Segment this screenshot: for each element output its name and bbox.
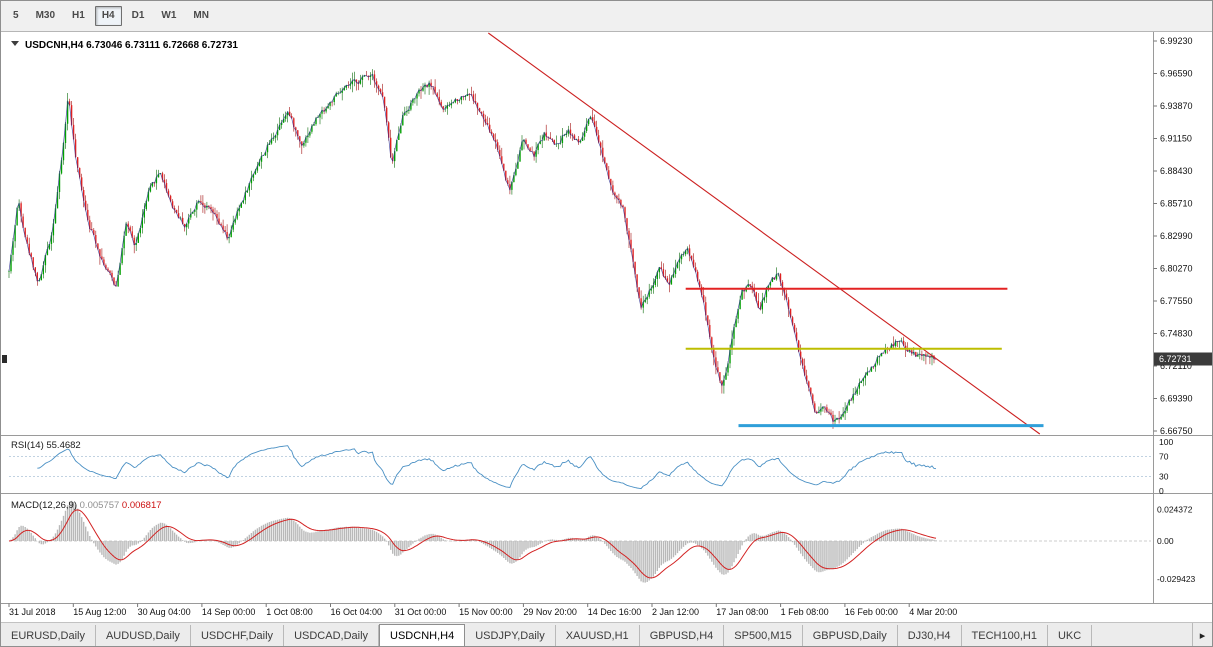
chart-tab-usdchf-daily[interactable]: USDCHF,Daily — [191, 625, 285, 646]
price-axis-label: 6.88430 — [1160, 166, 1193, 176]
rsi-panel: RSI(14) 55.4682 100 70 30 0 — [9, 437, 1173, 496]
time-axis-label: 16 Oct 04:00 — [331, 607, 383, 617]
price-axis-label: 6.99230 — [1160, 36, 1193, 46]
chart-tab-dj30-h4[interactable]: DJ30,H4 — [898, 625, 962, 646]
rsi-axis-label: 30 — [1159, 471, 1169, 481]
current-price-badge: 6.72731 — [1154, 352, 1212, 366]
time-axis-label: 1 Oct 08:00 — [266, 607, 313, 617]
price-axis-label: 6.77550 — [1160, 296, 1193, 306]
chart-tab-ukc[interactable]: UKC — [1048, 625, 1093, 646]
time-axis-label: 14 Sep 00:00 — [202, 607, 256, 617]
rsi-line — [37, 445, 937, 490]
macd-axis-label: 0.00 — [1157, 536, 1174, 546]
price-axis-label: 6.66750 — [1160, 426, 1193, 436]
chart-tab-bar: EURUSD,Daily AUDUSD,Daily USDCHF,Daily USDC… — [1, 622, 1212, 646]
time-axis-label: 15 Aug 12:00 — [73, 607, 126, 617]
current-price-left-marker — [2, 355, 7, 363]
chart-tab-usdjpy-daily[interactable]: USDJPY,Daily — [465, 625, 556, 646]
time-axis-label: 14 Dec 16:00 — [588, 607, 642, 617]
time-axis-label: 16 Feb 00:00 — [845, 607, 898, 617]
price-axis-label: 6.69390 — [1160, 394, 1193, 404]
chart-tab-audusd-daily[interactable]: AUDUSD,Daily — [96, 625, 191, 646]
price-axis-label: 6.91150 — [1160, 134, 1192, 144]
price-axis-label: 6.85710 — [1160, 199, 1193, 209]
macd-histogram — [10, 500, 937, 583]
time-axis[interactable]: 31 Jul 2018 15 Aug 12:00 30 Aug 04:00 14 Se… — [8, 603, 957, 618]
symbol-dropdown-icon[interactable] — [11, 41, 19, 46]
tab-scroll-right-button[interactable]: ▸ — [1192, 623, 1212, 646]
macd-axis-label: -0.029423 — [1157, 574, 1196, 584]
rsi-axis-label: 0 — [1159, 486, 1164, 496]
descending-trendline[interactable] — [487, 32, 1041, 435]
chart-tab-eurusd-daily[interactable]: EURUSD,Daily — [1, 625, 96, 646]
symbol-ohlc-label: USDCNH,H4 6.73046 6.73111 6.72668 6.7273… — [25, 40, 238, 51]
time-axis-label: 1 Feb 08:00 — [781, 607, 829, 617]
chart-tab-gbpusd-h4[interactable]: GBPUSD,H4 — [640, 625, 725, 646]
chart-tab-gbpusd-daily[interactable]: GBPUSD,Daily — [803, 625, 898, 646]
timeframe-button-mn[interactable]: MN — [193, 10, 209, 21]
chart-tabs: EURUSD,Daily AUDUSD,Daily USDCHF,Daily USDC… — [1, 623, 1192, 646]
macd-signal-line — [8, 509, 937, 579]
time-axis-label: 17 Jan 08:00 — [716, 607, 768, 617]
close-price-line — [8, 73, 937, 423]
rsi-axis-label: 70 — [1159, 452, 1169, 462]
time-axis-label: 31 Oct 00:00 — [395, 607, 447, 617]
price-axis-label: 6.93870 — [1160, 101, 1193, 111]
chart-area[interactable]: 6.99230 6.96590 6.93870 6.91150 6.88430 6.857… — [1, 32, 1213, 622]
time-axis-label: 2 Jan 12:00 — [652, 607, 699, 617]
timeframe-button-5[interactable]: 5 — [13, 10, 19, 21]
chart-background — [1, 32, 1212, 622]
chart-tab-xauusd-h1[interactable]: XAUUSD,H1 — [556, 625, 640, 646]
chart-tab-sp500-m15[interactable]: SP500,M15 — [724, 625, 803, 646]
price-axis-label: 6.74830 — [1160, 329, 1193, 339]
chart-tab-usdcnh-h4[interactable]: USDCNH,H4 — [379, 624, 466, 646]
chart-tab-usdcad-daily[interactable]: USDCAD,Daily — [284, 625, 380, 646]
rsi-label: RSI(14) 55.4682 — [11, 440, 81, 451]
timeframe-button-w1[interactable]: W1 — [161, 10, 177, 21]
timeframe-button-h4[interactable]: H4 — [94, 6, 122, 26]
chart-header: USDCNH,H4 6.73046 6.73111 6.72668 6.7273… — [11, 40, 238, 51]
time-axis-label: 29 Nov 20:00 — [523, 607, 577, 617]
time-axis-label: 31 Jul 2018 — [9, 607, 56, 617]
timeframe-button-h1[interactable]: H1 — [72, 10, 85, 21]
svg-text:6.72731: 6.72731 — [1159, 354, 1192, 364]
price-axis[interactable]: 6.99230 6.96590 6.93870 6.91150 6.88430 6.857… — [1153, 36, 1193, 436]
chart-tab-tech100-h1[interactable]: TECH100,H1 — [962, 625, 1048, 646]
price-axis-label: 6.96590 — [1160, 69, 1193, 79]
timeframe-button-d1[interactable]: D1 — [131, 10, 145, 21]
price-axis-label: 6.80270 — [1160, 264, 1193, 274]
timeframe-toolbar: 5 M30 H1 H4 D1 W1 MN — [1, 1, 1212, 32]
timeframe-button-m30[interactable]: M30 — [35, 10, 56, 21]
time-axis-label: 4 Mar 20:00 — [909, 607, 957, 617]
price-axis-label: 6.72110 — [1160, 361, 1192, 371]
macd-panel: MACD(12,26,9) 0.005757 0.006817 0.024372 0… — [8, 500, 1196, 584]
macd-label: MACD(12,26,9) 0.005757 0.006817 — [11, 500, 162, 511]
time-axis-label: 30 Aug 04:00 — [138, 607, 191, 617]
price-axis-label: 6.82990 — [1160, 231, 1193, 241]
time-axis-label: 15 Nov 00:00 — [459, 607, 513, 617]
rsi-axis-label: 100 — [1159, 437, 1173, 447]
macd-axis-label: 0.024372 — [1157, 504, 1193, 514]
price-chart-canvas[interactable]: 6.99230 6.96590 6.93870 6.91150 6.88430 6.857… — [1, 32, 1213, 622]
